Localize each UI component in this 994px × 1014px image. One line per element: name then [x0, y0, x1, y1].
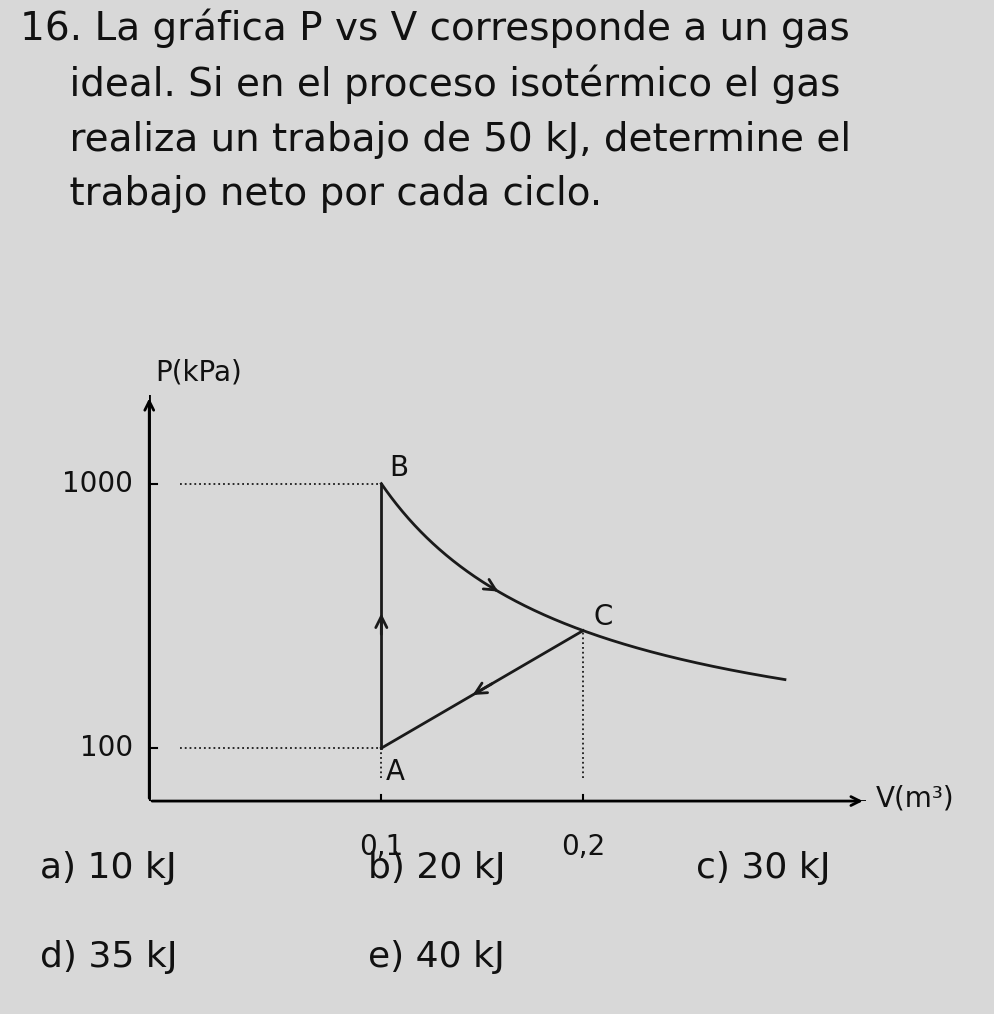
- Text: V(m³): V(m³): [875, 784, 953, 812]
- Text: C: C: [592, 602, 612, 631]
- Text: 100: 100: [80, 734, 133, 763]
- Text: c) 30 kJ: c) 30 kJ: [696, 851, 830, 885]
- Text: 0,2: 0,2: [561, 834, 604, 861]
- Text: d) 35 kJ: d) 35 kJ: [40, 940, 177, 974]
- Text: b) 20 kJ: b) 20 kJ: [368, 851, 505, 885]
- Text: A: A: [385, 758, 404, 787]
- Text: 0,1: 0,1: [359, 834, 403, 861]
- Text: P(kPa): P(kPa): [155, 359, 242, 386]
- Text: a) 10 kJ: a) 10 kJ: [40, 851, 176, 885]
- Text: 1000: 1000: [63, 469, 133, 498]
- Text: e) 40 kJ: e) 40 kJ: [368, 940, 504, 974]
- Text: B: B: [389, 454, 409, 483]
- Text: 16. La gráfica P vs V corresponde a un gas
    ideal. Si en el proceso isotérmic: 16. La gráfica P vs V corresponde a un g…: [20, 8, 850, 213]
